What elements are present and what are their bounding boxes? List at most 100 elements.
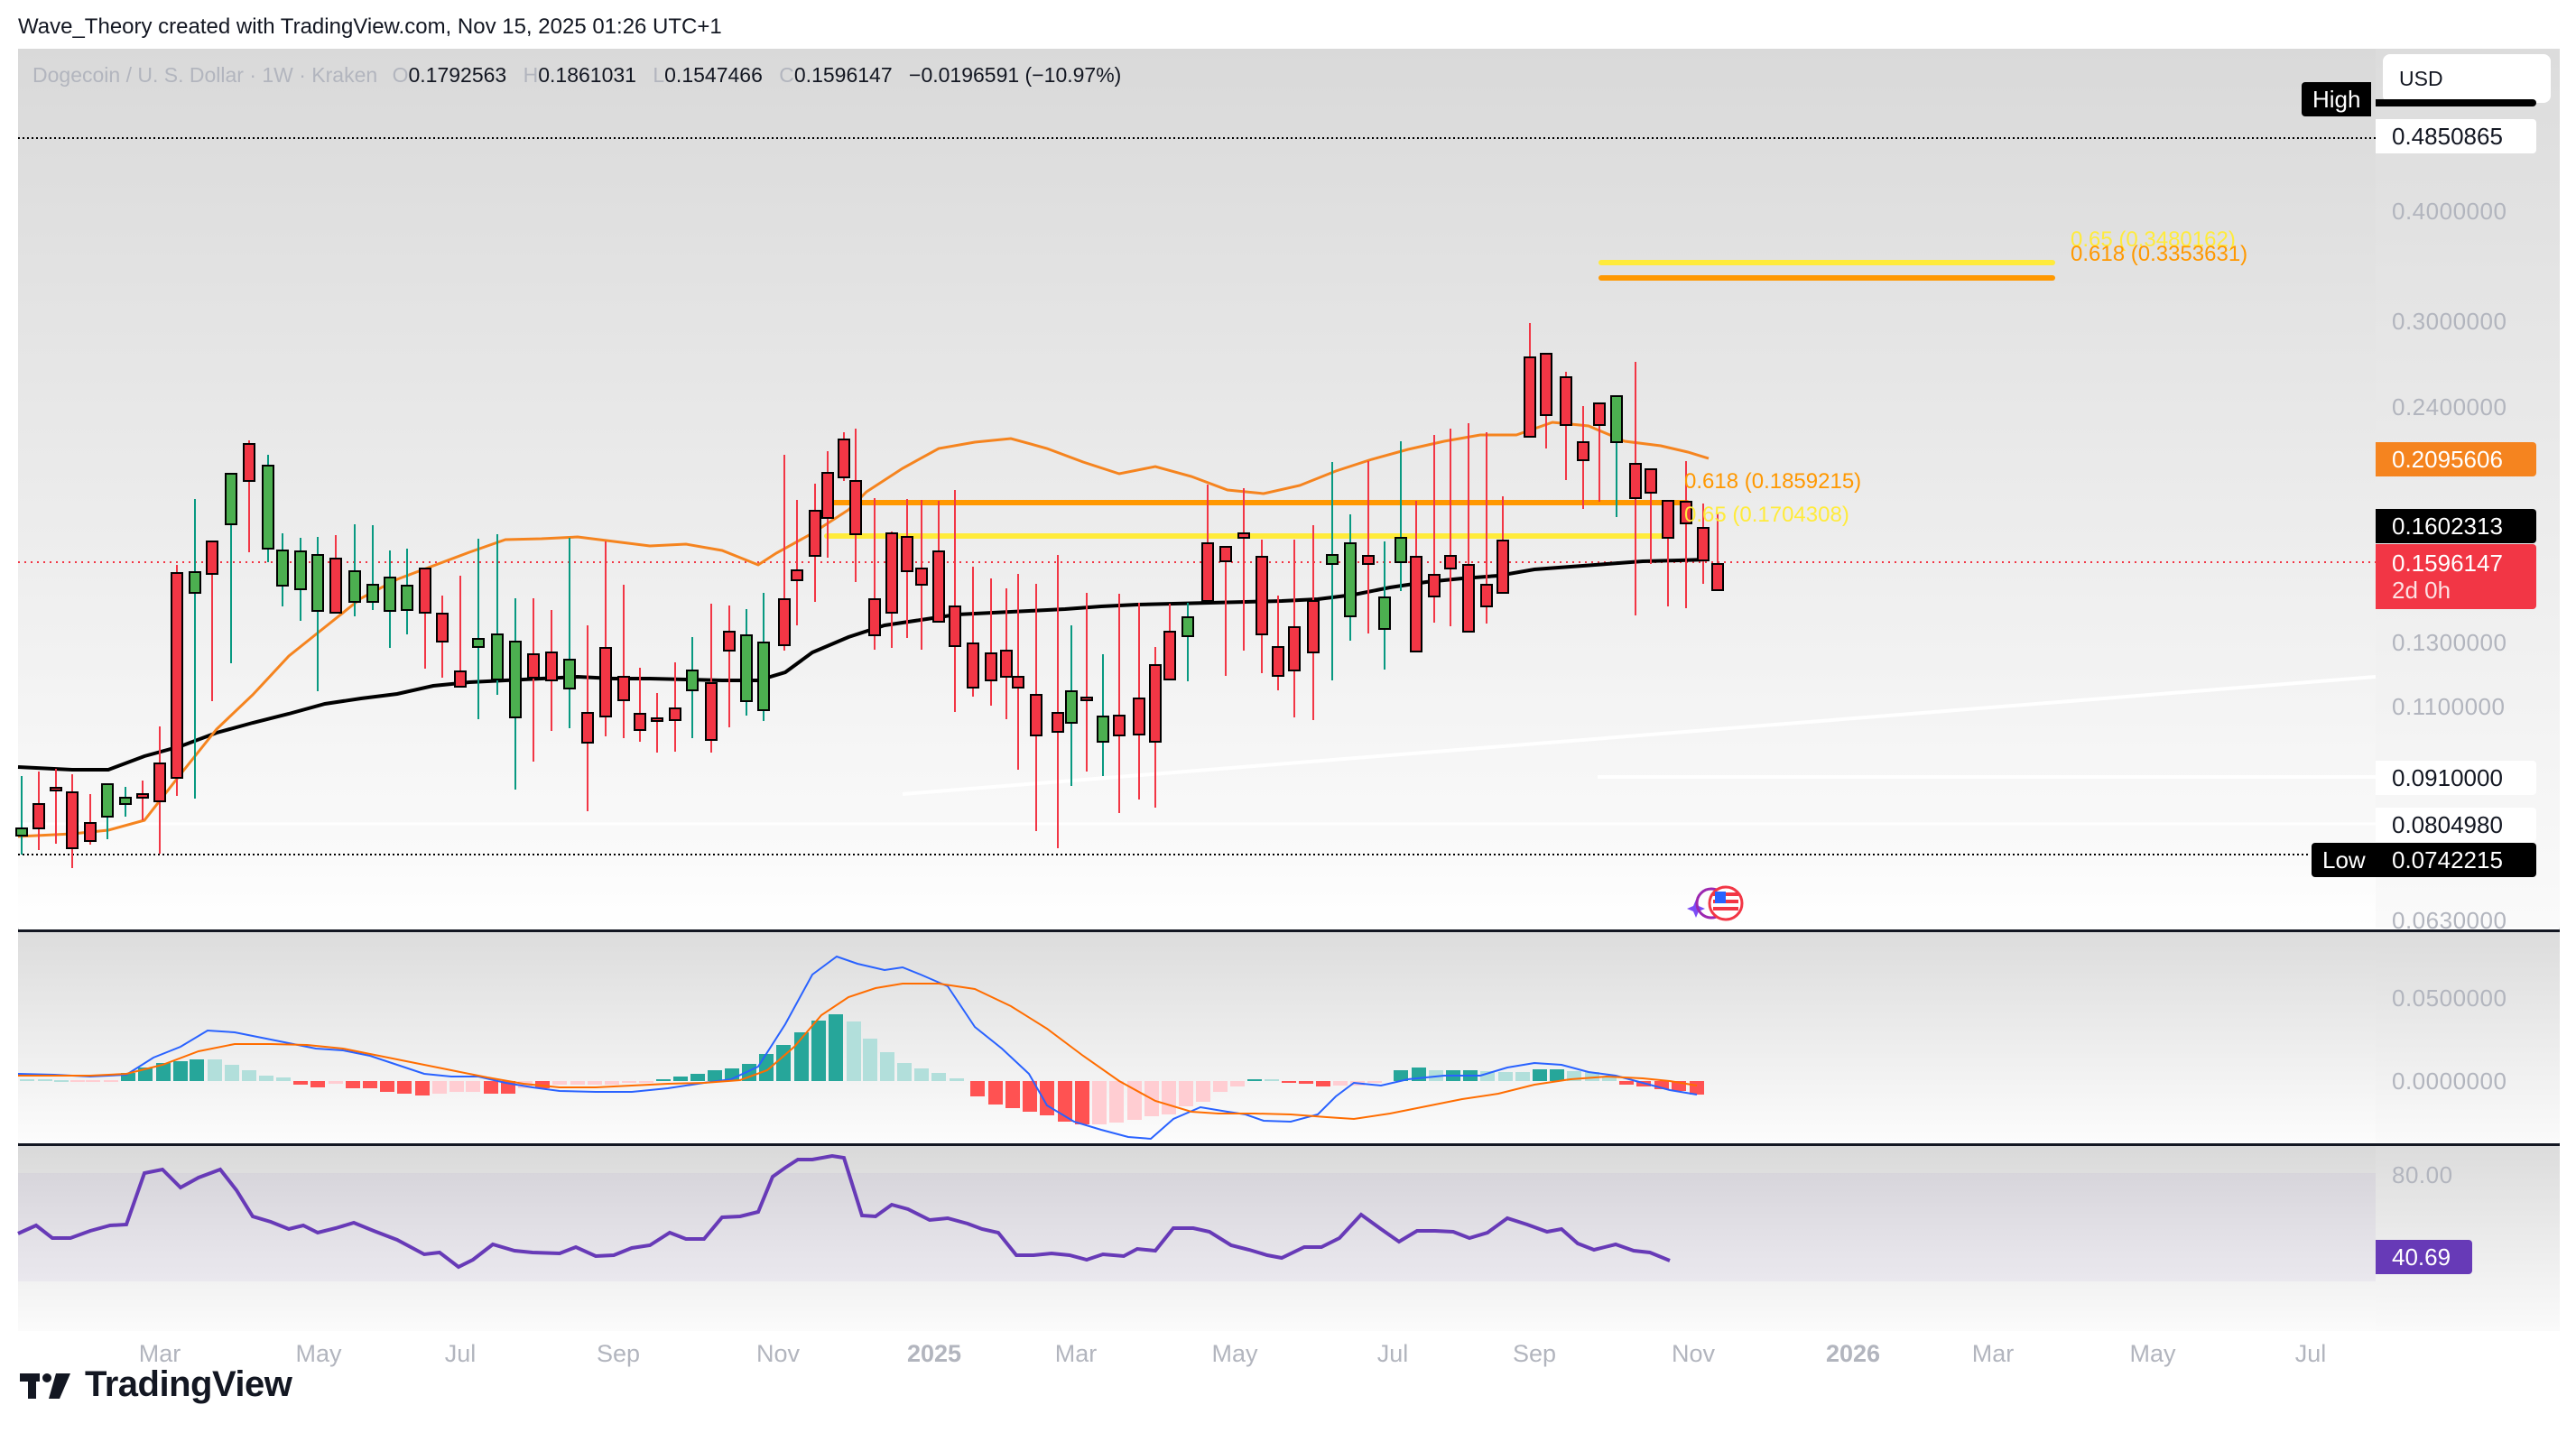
candle-body (791, 569, 803, 581)
candle-body (581, 712, 594, 744)
candle-body (1524, 356, 1536, 438)
level-0091-label: 0.0910000 (2376, 761, 2536, 795)
candle-body (1065, 690, 1078, 724)
macd-histogram-bar (811, 1021, 826, 1081)
axis-tick: 0.1100000 (2392, 693, 2506, 720)
macd-histogram-bar (276, 1077, 291, 1081)
macd-histogram-bar (656, 1079, 671, 1081)
tradingview-logo[interactable]: TradingView (20, 1364, 292, 1405)
change-value: −0.0196591 (−10.97%) (909, 63, 1122, 87)
candle-body (1272, 646, 1284, 677)
candle-body (705, 682, 718, 741)
candle-body (1395, 537, 1407, 563)
macd-axis[interactable] (2376, 929, 2560, 1142)
candle-body (1680, 501, 1692, 524)
candle-body (915, 568, 928, 586)
rsi-axis[interactable] (2376, 1145, 2560, 1331)
chart-credit: Wave_Theory created with TradingView.com… (18, 14, 722, 39)
candle-body (723, 631, 736, 652)
macd-line (17, 955, 1698, 1141)
candle-body (757, 642, 770, 711)
macd-histogram-bar (70, 1080, 85, 1082)
fib-label-lower-065: 0.65 (0.1704308) (1684, 503, 1849, 527)
macd-histogram-bar (1247, 1079, 1262, 1081)
macd-pane[interactable] (18, 929, 2376, 1142)
axis-tick: 0.3000000 (2392, 308, 2507, 335)
us-flag-icon (1687, 885, 1744, 921)
axis-tick: 0.0500000 (2392, 984, 2507, 1012)
time-axis-label: May (295, 1340, 342, 1367)
candle-body (1113, 715, 1126, 736)
candle-body (1496, 540, 1509, 594)
candle-body (84, 822, 97, 842)
macd-histogram-bar (293, 1081, 308, 1085)
axis-tick: 0.1300000 (2392, 629, 2507, 656)
candle-body (1629, 463, 1642, 499)
time-axis-label: Sep (1512, 1340, 1557, 1367)
candle-body (1610, 395, 1623, 443)
ema50-value-label: 0.2095606 (2376, 442, 2536, 476)
macd-histogram-bar (1585, 1072, 1599, 1081)
candle-body (1000, 650, 1013, 678)
macd-histogram-bar (950, 1078, 964, 1081)
macd-histogram-bar (466, 1081, 480, 1092)
macd-histogram-bar (1213, 1081, 1228, 1092)
trendline (902, 675, 2377, 796)
candle-body (821, 472, 834, 519)
rsi-pane[interactable] (18, 1145, 2376, 1331)
symbol-legend[interactable]: Dogecoin / U. S. Dollar · 1W · Kraken O0… (32, 63, 1132, 88)
candle-body (1645, 468, 1657, 494)
candle-body (1219, 546, 1232, 562)
rsi-value-label: 40.69 (2376, 1240, 2472, 1274)
currency-button[interactable]: USD (2383, 54, 2551, 103)
candle-body (294, 550, 307, 590)
macd-histogram-bar (173, 1061, 188, 1081)
macd-histogram-bar (639, 1081, 653, 1083)
time-axis-label: Sep (596, 1340, 641, 1367)
macd-histogram-bar (1367, 1081, 1382, 1083)
macd-histogram-bar (1005, 1081, 1020, 1108)
axis-tick: 0.0630000 (2392, 907, 2507, 934)
candle-body (1149, 664, 1162, 743)
candle-body (1428, 574, 1441, 597)
high-marker-bar (2376, 99, 2536, 106)
low-value: 0.1547466 (664, 63, 763, 87)
candle-body (849, 480, 862, 535)
candle-body (454, 670, 467, 688)
axis-tick: 0.2400000 (2392, 393, 2507, 421)
candle-body (1540, 353, 1552, 416)
macd-histogram-bar (1109, 1081, 1124, 1123)
candle-body (206, 541, 218, 575)
macd-histogram-bar (1282, 1081, 1296, 1083)
candle-body (885, 532, 898, 614)
time-axis-label: Nov (755, 1340, 801, 1367)
time-axis[interactable]: Mar May Jul Sep Nov 2025 Mar May Jul Sep Nov 2026 Ma… (18, 1331, 2376, 1376)
macd-histogram-bar (380, 1081, 394, 1092)
time-axis-label: 2025 (906, 1340, 962, 1367)
macd-histogram-bar (1515, 1072, 1530, 1081)
candle-body (311, 554, 324, 612)
fib-label-upper-0618: 0.618 (0.3353631) (2071, 242, 2248, 266)
candle-body (1030, 694, 1042, 736)
macd-histogram-bar (449, 1081, 464, 1092)
candle-body (225, 473, 237, 525)
pane-separator-macd[interactable] (18, 929, 2560, 932)
time-axis-label: Mar (138, 1340, 181, 1367)
pane-separator-rsi[interactable] (18, 1143, 2560, 1146)
time-axis-label: 2026 (1825, 1340, 1881, 1367)
candle-body (1462, 564, 1475, 633)
macd-histogram-bar (970, 1081, 985, 1096)
candle-body (1593, 402, 1606, 426)
candle-body (1288, 626, 1301, 671)
candle-body (1201, 542, 1214, 602)
ema50-line (17, 421, 1710, 838)
candle-body (1410, 556, 1422, 652)
axis-tick: 80.00 (2392, 1161, 2453, 1188)
signal-line (18, 983, 1698, 1121)
main-price-pane[interactable] (18, 49, 2376, 928)
economic-events-icon[interactable] (1681, 884, 1744, 924)
candle-body (901, 536, 913, 572)
candle-body (599, 647, 612, 717)
candle-body (1378, 596, 1391, 630)
macd-histogram-bar (242, 1070, 256, 1081)
